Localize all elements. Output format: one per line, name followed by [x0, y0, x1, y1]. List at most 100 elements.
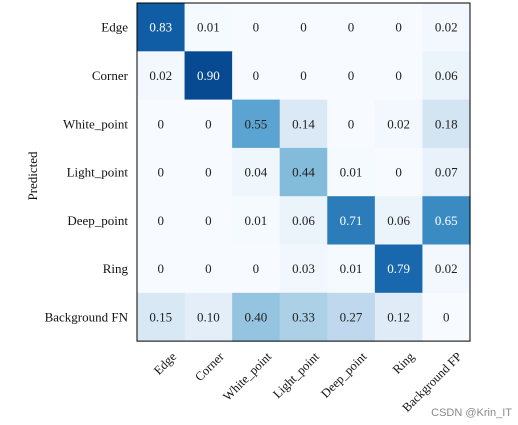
column-label-5: Ring [390, 349, 418, 377]
heatmap-cell-r3-c3 [279, 147, 328, 197]
heatmap-cell-r4-c5 [374, 196, 424, 246]
cell-value-r0-c2: 0 [253, 20, 260, 35]
cell-value-r3-c5: 0 [395, 165, 402, 180]
cell-value-r1-c2: 0 [253, 68, 260, 83]
heatmap-cell-r5-c5 [374, 244, 424, 294]
heatmap-cell-r0-c4 [327, 3, 376, 52]
heatmap-cell-r3-c5 [374, 147, 424, 197]
plot-frame [136, 2, 471, 342]
cell-value-r0-c1: 0.01 [197, 20, 220, 35]
cell-value-r6-c3: 0.33 [292, 309, 315, 324]
cell-value-r6-c2: 0.40 [245, 309, 268, 324]
heatmap-cell-r6-c5 [374, 292, 424, 342]
cell-value-r6-c0: 0.15 [149, 309, 172, 324]
heatmap-cell-r6-c1 [184, 292, 233, 342]
cell-value-r2-c1: 0 [205, 116, 212, 131]
heatmap-cell-r5-c3 [279, 244, 328, 294]
column-label-0: Edge [151, 349, 179, 377]
heatmap-cell-r3-c1 [184, 147, 233, 197]
cell-value-r6-c6: 0 [443, 309, 450, 324]
heatmap-cell-r2-c3 [279, 99, 328, 149]
heatmap-cells [137, 3, 471, 342]
cell-value-r4-c0: 0 [158, 213, 165, 228]
column-label-4: Deep_point [318, 349, 370, 401]
cell-value-r5-c2: 0 [253, 261, 260, 276]
cell-value-r1-c6: 0.06 [435, 68, 458, 83]
heatmap-cell-r1-c3 [279, 51, 328, 101]
cell-value-r4-c5: 0.06 [387, 213, 410, 228]
heatmap-cell-r5-c1 [184, 244, 233, 294]
cell-value-r3-c2: 0.04 [245, 165, 268, 180]
column-label-3: Light_point [270, 349, 322, 401]
cell-value-r2-c5: 0.02 [387, 116, 410, 131]
heatmap-cell-r1-c2 [232, 51, 281, 101]
heatmap-cell-r5-c6 [422, 244, 471, 294]
cell-value-r3-c1: 0 [205, 165, 212, 180]
heatmap-cell-r6-c3 [279, 292, 328, 342]
heatmap-cell-r2-c5 [374, 99, 424, 149]
cell-value-r5-c4: 0.01 [340, 261, 363, 276]
heatmap-cell-r4-c3 [279, 196, 328, 246]
cell-value-r0-c4: 0 [348, 20, 355, 35]
heatmap-cell-r1-c0 [137, 51, 186, 101]
cell-value-r3-c0: 0 [158, 165, 165, 180]
cell-value-r2-c0: 0 [158, 116, 165, 131]
heatmap-cell-r3-c4 [327, 147, 376, 197]
cell-value-r6-c4: 0.27 [340, 309, 363, 324]
cell-value-r1-c0: 0.02 [149, 68, 172, 83]
cell-value-r1-c3: 0 [300, 68, 307, 83]
cell-value-r3-c4: 0.01 [340, 165, 363, 180]
watermark: CSDN @Krin_IT [431, 407, 512, 419]
row-label-6: Background FN [45, 309, 129, 324]
heatmap-cell-r3-c2 [232, 147, 281, 197]
cell-value-r0-c3: 0 [300, 20, 307, 35]
heatmap-cell-r1-c5 [374, 51, 424, 101]
cell-value-r3-c6: 0.07 [435, 165, 458, 180]
heatmap-cell-r6-c0 [137, 292, 186, 342]
heatmap-cell-r0-c6 [422, 3, 471, 52]
cell-value-r0-c0: 0.83 [149, 20, 172, 35]
column-tick-labels: Edge CornerWhite_pointLight_pointDeep_poi… [151, 349, 465, 415]
cell-value-r4-c6: 0.65 [435, 213, 458, 228]
heatmap-cell-r5-c0 [137, 244, 186, 294]
heatmap-cell-r1-c4 [327, 51, 376, 101]
heatmap-cell-r0-c0 [137, 3, 186, 52]
cell-value-r3-c3: 0.44 [292, 165, 315, 180]
heatmap-cell-labels: 0.83 0.01 0 0 0 0 0.02 0.02 0.90 0 0 0 0 0.06 0 0 0.55 0.… [149, 20, 458, 325]
cell-value-r4-c3: 0.06 [292, 213, 315, 228]
cell-value-r4-c4: 0.71 [340, 213, 363, 228]
heatmap-cell-r2-c1 [184, 99, 233, 149]
cell-value-r2-c2: 0.55 [245, 116, 268, 131]
heatmap-cell-r0-c2 [232, 3, 281, 52]
heatmap-cell-r4-c1 [184, 196, 233, 246]
heatmap-cell-r6-c4 [327, 292, 376, 342]
row-label-4: Deep_point [67, 213, 128, 228]
cell-value-r1-c5: 0 [395, 68, 402, 83]
cell-value-r1-c4: 0 [348, 68, 355, 83]
cell-value-r5-c6: 0.02 [435, 261, 458, 276]
heatmap-cell-r6-c6 [422, 292, 471, 342]
heatmap-cell-r4-c2 [232, 196, 281, 246]
cell-value-r4-c1: 0 [205, 213, 212, 228]
cell-value-r2-c6: 0.18 [435, 116, 458, 131]
column-label-1: Corner [192, 349, 227, 384]
heatmap-cell-r3-c0 [137, 147, 186, 197]
heatmap-cell-r3-c6 [422, 147, 471, 197]
heatmap-cell-r0-c5 [374, 3, 424, 52]
heatmap-cell-r0-c3 [279, 3, 328, 52]
cell-value-r0-c5: 0 [395, 20, 402, 35]
cell-value-r4-c2: 0.01 [245, 213, 268, 228]
heatmap-cell-r2-c0 [137, 99, 186, 149]
row-label-3: Light_point [67, 165, 129, 180]
row-tick-labels: Edge Corner White_point Light_point Deep_poi… [45, 20, 129, 325]
heatmap-cell-r4-c4 [327, 196, 376, 246]
cell-value-r5-c3: 0.03 [292, 261, 315, 276]
cell-value-r6-c5: 0.12 [387, 309, 410, 324]
cell-value-r0-c6: 0.02 [435, 20, 458, 35]
heatmap-cell-r4-c6 [422, 196, 471, 246]
row-label-1: Corner [92, 68, 129, 83]
cell-value-r5-c1: 0 [205, 261, 212, 276]
cell-value-r5-c0: 0 [158, 261, 165, 276]
heatmap-cell-r0-c1 [184, 3, 233, 52]
